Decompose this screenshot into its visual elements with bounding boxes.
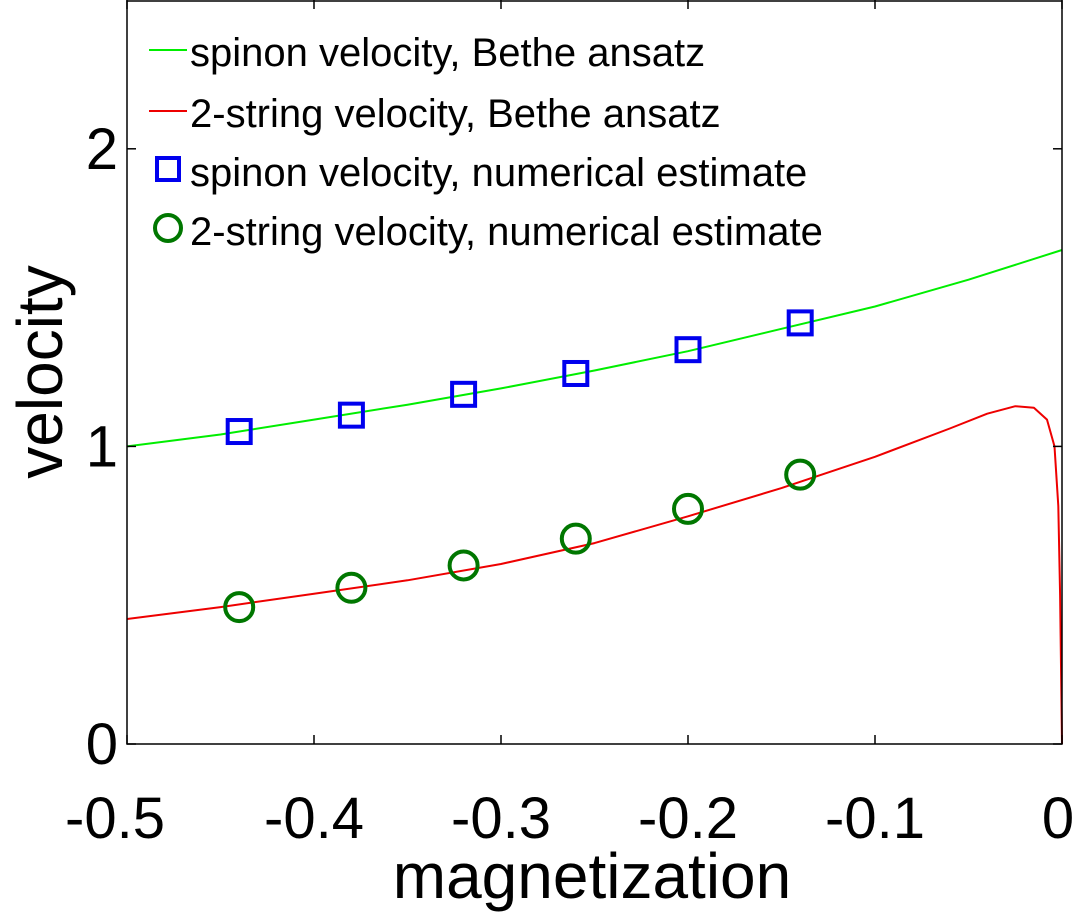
x-tick-label: 0 [1042,786,1074,851]
legend-label-0: spinon velocity, Bethe ansatz [190,31,705,75]
y-tick-label: 2 [86,117,118,182]
x-tick-label: -0.2 [638,786,738,851]
spinon-estimate-marker [337,401,365,429]
legend-label-2: spinon velocity, numerical estimate [190,151,807,195]
y-tick-label: 0 [86,712,118,777]
spinon-estimate-marker [225,418,253,446]
legend: spinon velocity, Bethe ansatz 2-string ve… [149,31,823,254]
spinon-estimate-marker [786,309,814,337]
x-tick-label: -0.3 [451,786,551,851]
plot-frame [126,0,1063,745]
series-line-0 [126,249,1063,448]
string-estimate-marker [672,492,704,525]
string-estimate-marker [335,571,368,604]
y-tick-label: 1 [86,414,118,479]
string-estimate-marker [559,522,592,555]
legend-swatch-3 [153,213,183,243]
legend-label-1: 2-string velocity, Bethe ansatz [190,92,721,136]
string-estimate-marker [784,458,817,491]
x-axis-label: magnetization [393,840,791,912]
series-line-1 [126,405,1063,745]
spinon-estimate-marker [450,380,478,408]
string-estimate-marker [223,591,256,624]
x-tick-label: -0.4 [264,786,364,851]
axes: -0.5 -0.4 -0.3 -0.2 -0.1 0 0 1 2 [65,0,1074,851]
legend-swatch-2 [155,156,181,182]
spinon-estimate-marker [562,359,590,387]
spinon-estimate-marker [674,336,702,364]
x-tick-label: -0.5 [65,786,165,851]
y-axis-label: velocity [4,265,76,478]
string-estimate-marker [447,549,480,582]
x-tick-label: -0.1 [825,786,925,851]
plot-markers [223,309,817,624]
plot-lines [126,249,1063,745]
legend-label-3: 2-string velocity, numerical estimate [190,210,823,254]
